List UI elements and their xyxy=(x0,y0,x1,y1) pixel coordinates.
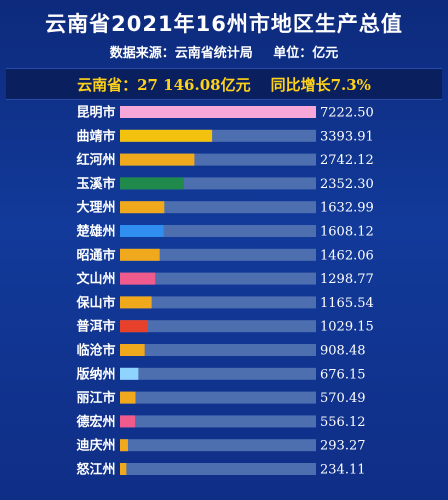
value-label: 556.12 xyxy=(320,415,366,430)
category-label: 怒江州 xyxy=(76,462,115,478)
category-label: 临沧市 xyxy=(76,343,115,359)
bar xyxy=(120,201,165,214)
chart-title: 云南省2021年16州市地区生产总值 xyxy=(45,12,403,36)
bar xyxy=(120,320,148,333)
category-label: 曲靖市 xyxy=(76,128,115,144)
category-label: 德宏州 xyxy=(76,414,115,430)
value-label: 1165.54 xyxy=(320,296,374,311)
category-label: 大理州 xyxy=(76,200,115,216)
bar xyxy=(120,106,316,118)
value-label: 3393.91 xyxy=(320,129,374,144)
bar xyxy=(120,391,136,404)
bar-track xyxy=(120,225,316,237)
bar-track xyxy=(120,248,316,261)
category-label: 保山市 xyxy=(75,295,115,311)
chart-subtitle: 数据来源：云南省统计局 单位：亿元 xyxy=(0,42,448,61)
value-label: 2352.30 xyxy=(320,177,374,192)
bar xyxy=(120,153,195,166)
bar xyxy=(120,439,128,452)
bar xyxy=(120,272,156,285)
value-label: 1462.06 xyxy=(320,248,374,263)
bar-track xyxy=(120,296,316,309)
province-total: 云南省：27 146.08亿元 xyxy=(77,75,251,94)
value-label: 676.15 xyxy=(320,367,366,382)
bar xyxy=(120,248,160,261)
value-label: 2742.12 xyxy=(320,153,374,168)
category-label: 版纳州 xyxy=(76,366,115,382)
value-label: 293.27 xyxy=(320,439,366,454)
bar-track xyxy=(120,463,316,475)
bar xyxy=(120,463,127,475)
bar-track xyxy=(120,272,316,285)
bar-track xyxy=(120,391,316,404)
category-label: 玉溪市 xyxy=(76,176,115,192)
bar-track xyxy=(120,415,316,428)
value-label: 1632.99 xyxy=(320,201,374,216)
category-label: 楚雄州 xyxy=(76,224,115,240)
value-label: 7222.50 xyxy=(320,106,374,121)
bar xyxy=(120,344,145,356)
category-label: 普洱市 xyxy=(76,319,115,335)
bar-track xyxy=(120,344,316,356)
value-label: 234.11 xyxy=(320,463,366,478)
category-label: 红河州 xyxy=(76,152,115,168)
category-label: 丽江市 xyxy=(76,390,115,406)
value-label: 570.49 xyxy=(320,391,366,406)
bar xyxy=(120,225,164,237)
category-label: 昆明市 xyxy=(76,105,115,121)
total-banner: 云南省：27 146.08亿元 同比增长7.3% xyxy=(6,68,442,100)
bar-track xyxy=(120,201,316,214)
bar-track xyxy=(120,320,316,333)
bar-track xyxy=(120,367,316,380)
value-label: 1298.77 xyxy=(320,272,374,287)
value-label: 1608.12 xyxy=(320,225,374,240)
bar xyxy=(120,129,213,142)
value-label: 908.48 xyxy=(320,344,366,359)
data-source: 数据来源：云南省统计局 xyxy=(109,46,253,61)
category-label: 文山州 xyxy=(76,271,115,287)
unit-label: 单位：亿元 xyxy=(273,46,339,61)
bar xyxy=(120,367,139,380)
bar xyxy=(120,177,184,190)
category-label: 昭通市 xyxy=(76,247,115,263)
category-label: 迪庆州 xyxy=(76,438,115,454)
value-label: 1029.15 xyxy=(320,320,374,335)
bar-track xyxy=(120,439,316,452)
growth-rate: 同比增长7.3% xyxy=(270,75,371,94)
bar xyxy=(120,415,136,428)
bar xyxy=(120,296,152,309)
